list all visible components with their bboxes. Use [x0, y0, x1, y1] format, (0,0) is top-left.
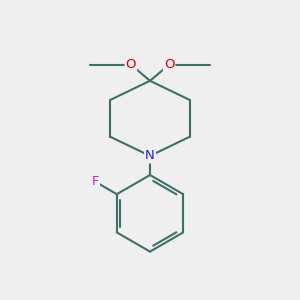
Text: N: N: [145, 149, 155, 162]
Text: O: O: [126, 58, 136, 71]
Text: F: F: [92, 175, 99, 188]
Text: O: O: [164, 58, 174, 71]
